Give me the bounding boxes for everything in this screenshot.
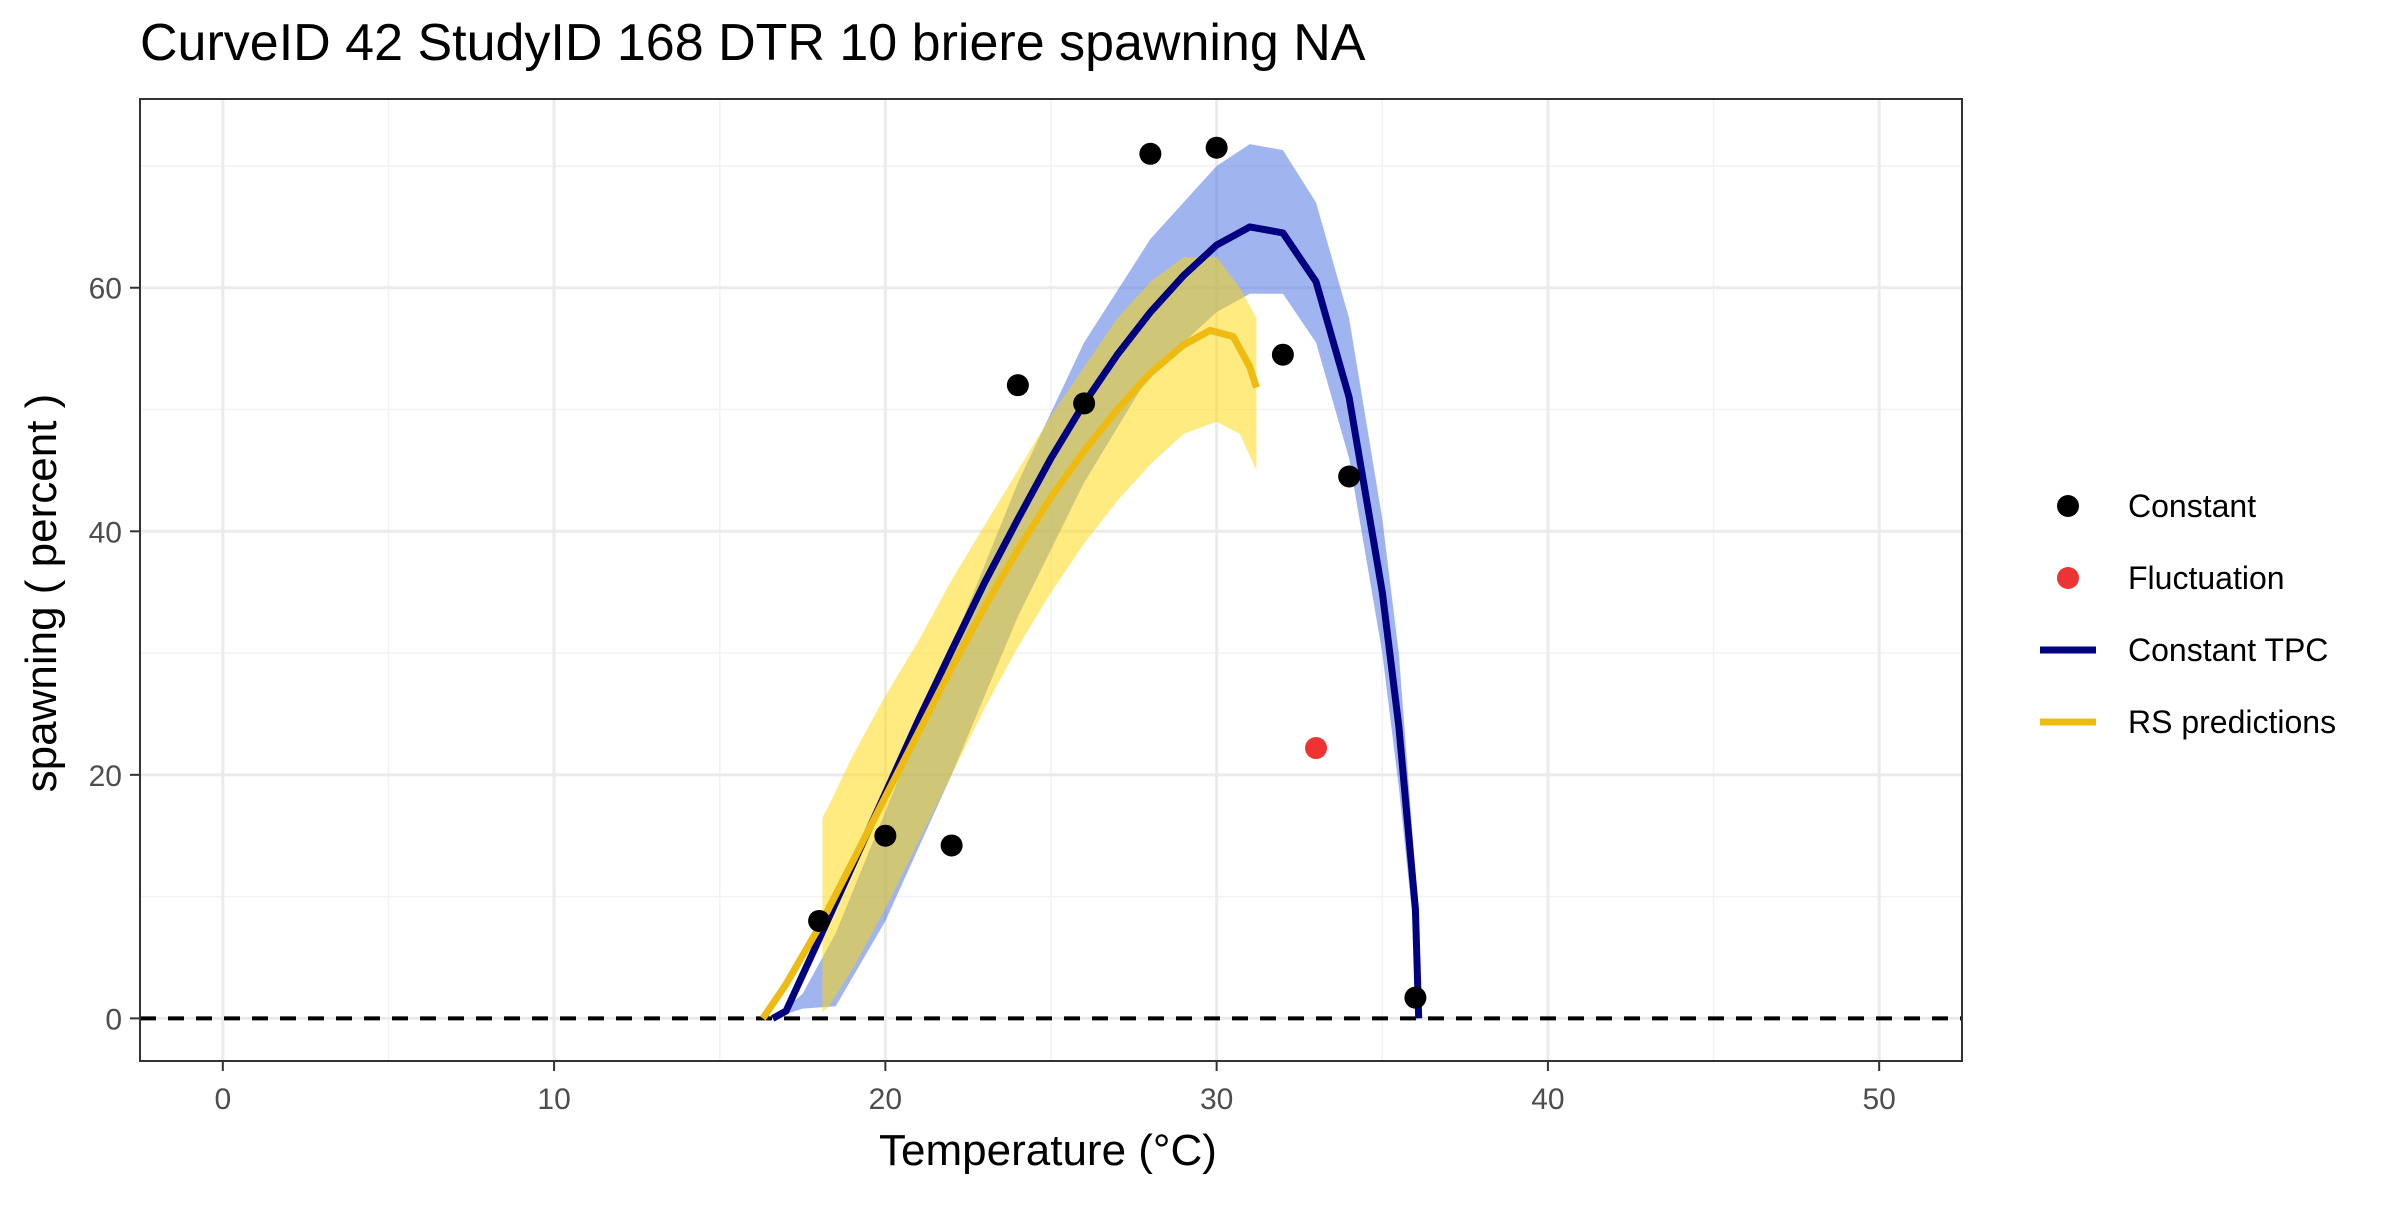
x-tick-label: 20	[869, 1083, 902, 1116]
x-tick-label: 40	[1531, 1083, 1564, 1116]
y-tick-label: 40	[89, 516, 122, 549]
y-tick-label: 0	[105, 1003, 122, 1036]
constant-data-point	[1271, 343, 1294, 366]
constant-data-point	[874, 824, 897, 847]
x-tick-label: 30	[1200, 1083, 1233, 1116]
legend: Constant Fluctuation Constant TPC RS predic…	[2040, 488, 2336, 740]
constant-data-point	[1404, 986, 1427, 1009]
legend-label: Constant	[2128, 488, 2256, 524]
rs-predictions-line	[759, 326, 1260, 1021]
constant-data-point	[1205, 136, 1228, 159]
plot-area: 0 10 20 30 40 50 0 20 40 60	[89, 98, 1963, 1116]
chart-title: CurveID 42 StudyID 168 DTR 10 briere spa…	[140, 14, 1366, 72]
constant-data-point	[1139, 142, 1162, 165]
rs-predictions-ribbon	[822, 257, 1257, 1013]
x-tick-label: 0	[214, 1083, 231, 1116]
y-tick-label: 60	[89, 273, 122, 306]
constant-data-point	[1073, 392, 1096, 415]
legend-label: Constant TPC	[2128, 632, 2328, 668]
constant-data-point	[808, 909, 831, 932]
constant-data-point	[1006, 374, 1029, 397]
y-axis-title: spawning ( percent )	[17, 394, 66, 793]
x-tick-label: 50	[1862, 1083, 1895, 1116]
x-axis-title: Temperature (°C)	[879, 1126, 1217, 1175]
legend-key-constant	[2057, 495, 2079, 517]
panel-border	[139, 98, 1963, 1062]
constant-data-point	[1338, 465, 1361, 488]
fluctuation-data-point	[1305, 737, 1328, 760]
legend-key-fluctuation	[2057, 567, 2079, 589]
legend-label: Fluctuation	[2128, 560, 2285, 596]
y-tick-label: 20	[89, 760, 122, 793]
constant-data-point	[940, 834, 963, 857]
x-tick-label: 10	[537, 1083, 570, 1116]
legend-label: RS predictions	[2128, 704, 2336, 740]
